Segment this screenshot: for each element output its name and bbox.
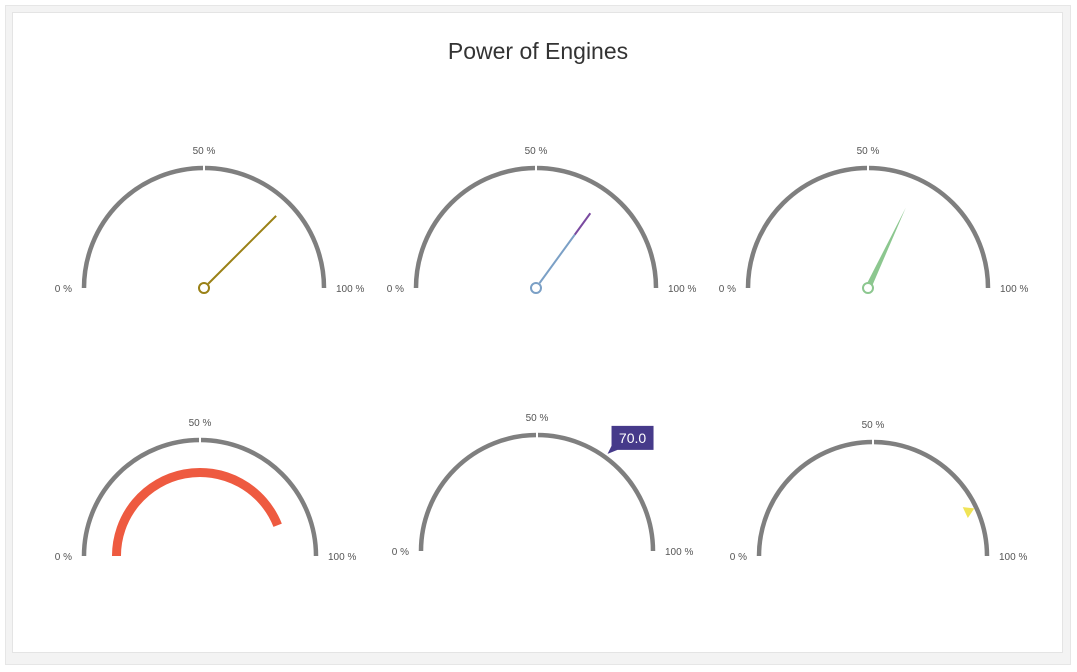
gauge-scale-arc — [81, 165, 327, 289]
gauge-5: 0 % 50 % 100 % 70.0 — [392, 413, 694, 558]
gauge-range-bar — [111, 468, 282, 557]
tick-label-min: 0 % — [387, 284, 404, 295]
gauge-value-tooltip — [607, 425, 654, 454]
gauge-value-text: 70.0 — [619, 430, 646, 446]
chart-title: Power of Engines — [448, 38, 628, 64]
gauge-needle-hub — [198, 282, 210, 294]
gauge-scale-arc — [756, 439, 990, 557]
tick-label-min: 0 % — [55, 284, 72, 295]
tick-label-mid: 50 % — [526, 413, 549, 424]
tick-label-mid: 50 % — [189, 418, 212, 429]
gauge-scale-arc — [745, 165, 991, 289]
tick-label-min: 0 % — [392, 547, 409, 558]
gauge-needle-hub — [862, 282, 874, 294]
tick-label-max: 100 % — [328, 552, 356, 563]
gauge-2: 0 % 50 % 100 % — [387, 146, 697, 295]
tick-label-min: 0 % — [719, 284, 736, 295]
gauge-needle — [207, 215, 277, 285]
gauge-6: 0 % 50 % 100 % — [730, 420, 1028, 563]
tick-label-mid: 50 % — [862, 420, 885, 431]
gauge-needle-hub — [530, 282, 542, 294]
gauge-4: 0 % 50 % 100 % — [55, 418, 357, 563]
gauge-3: 0 % 50 % 100 % — [719, 146, 1029, 295]
tick-label-mid: 50 % — [525, 146, 548, 157]
chart-panel — [12, 12, 1063, 653]
gauge-needle-tip — [573, 212, 592, 236]
gauge-needle — [538, 234, 576, 284]
gauge-1: 0 % 50 % 100 % — [55, 146, 365, 295]
tick-label-min: 0 % — [55, 552, 72, 563]
tick-label-max: 100 % — [1000, 284, 1028, 295]
tick-label-max: 100 % — [665, 547, 693, 558]
gauge-triangle-marker — [962, 507, 975, 518]
tick-label-mid: 50 % — [193, 146, 216, 157]
gauge-scale-arc — [413, 165, 659, 289]
tick-label-min: 0 % — [730, 552, 747, 563]
tick-label-max: 100 % — [336, 284, 364, 295]
tick-label-max: 100 % — [668, 284, 696, 295]
gauge-scale-arc — [418, 432, 656, 552]
gauge-needle — [865, 207, 906, 290]
tick-label-max: 100 % — [999, 552, 1027, 563]
tick-label-mid: 50 % — [857, 146, 880, 157]
